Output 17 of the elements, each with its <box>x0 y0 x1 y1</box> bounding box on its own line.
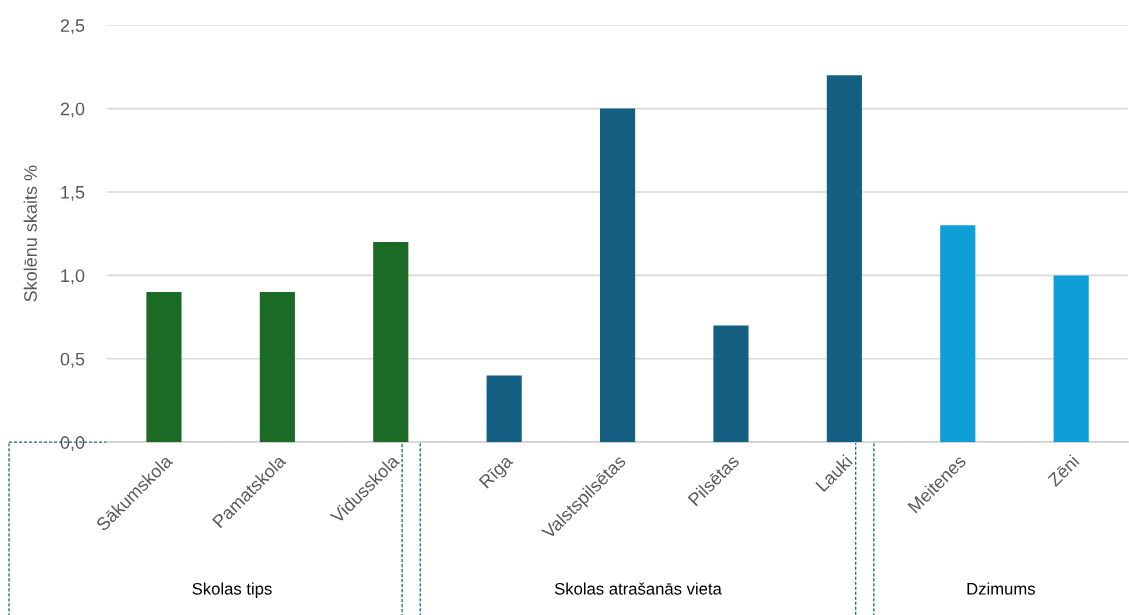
text: Skolas tips <box>192 582 272 598</box>
bar <box>599 108 636 443</box>
y-tick-label: 0,5 <box>60 352 85 368</box>
bar <box>713 325 749 443</box>
bar <box>940 225 976 443</box>
y-axis-title: Skolēnu skaits % <box>23 165 37 302</box>
bar <box>1053 275 1089 443</box>
y-tick-label: 2,0 <box>60 102 85 118</box>
bar <box>373 242 409 443</box>
y-tick-label: 1,5 <box>61 186 85 201</box>
bar <box>146 292 182 443</box>
y-tick-label: 2,5 <box>60 19 85 35</box>
text: Dzimums <box>967 582 1035 595</box>
bar <box>259 292 295 443</box>
bar <box>486 375 522 443</box>
text: Skolas atrašanās vieta <box>554 582 722 595</box>
y-tick-label: 1,0 <box>61 269 85 285</box>
